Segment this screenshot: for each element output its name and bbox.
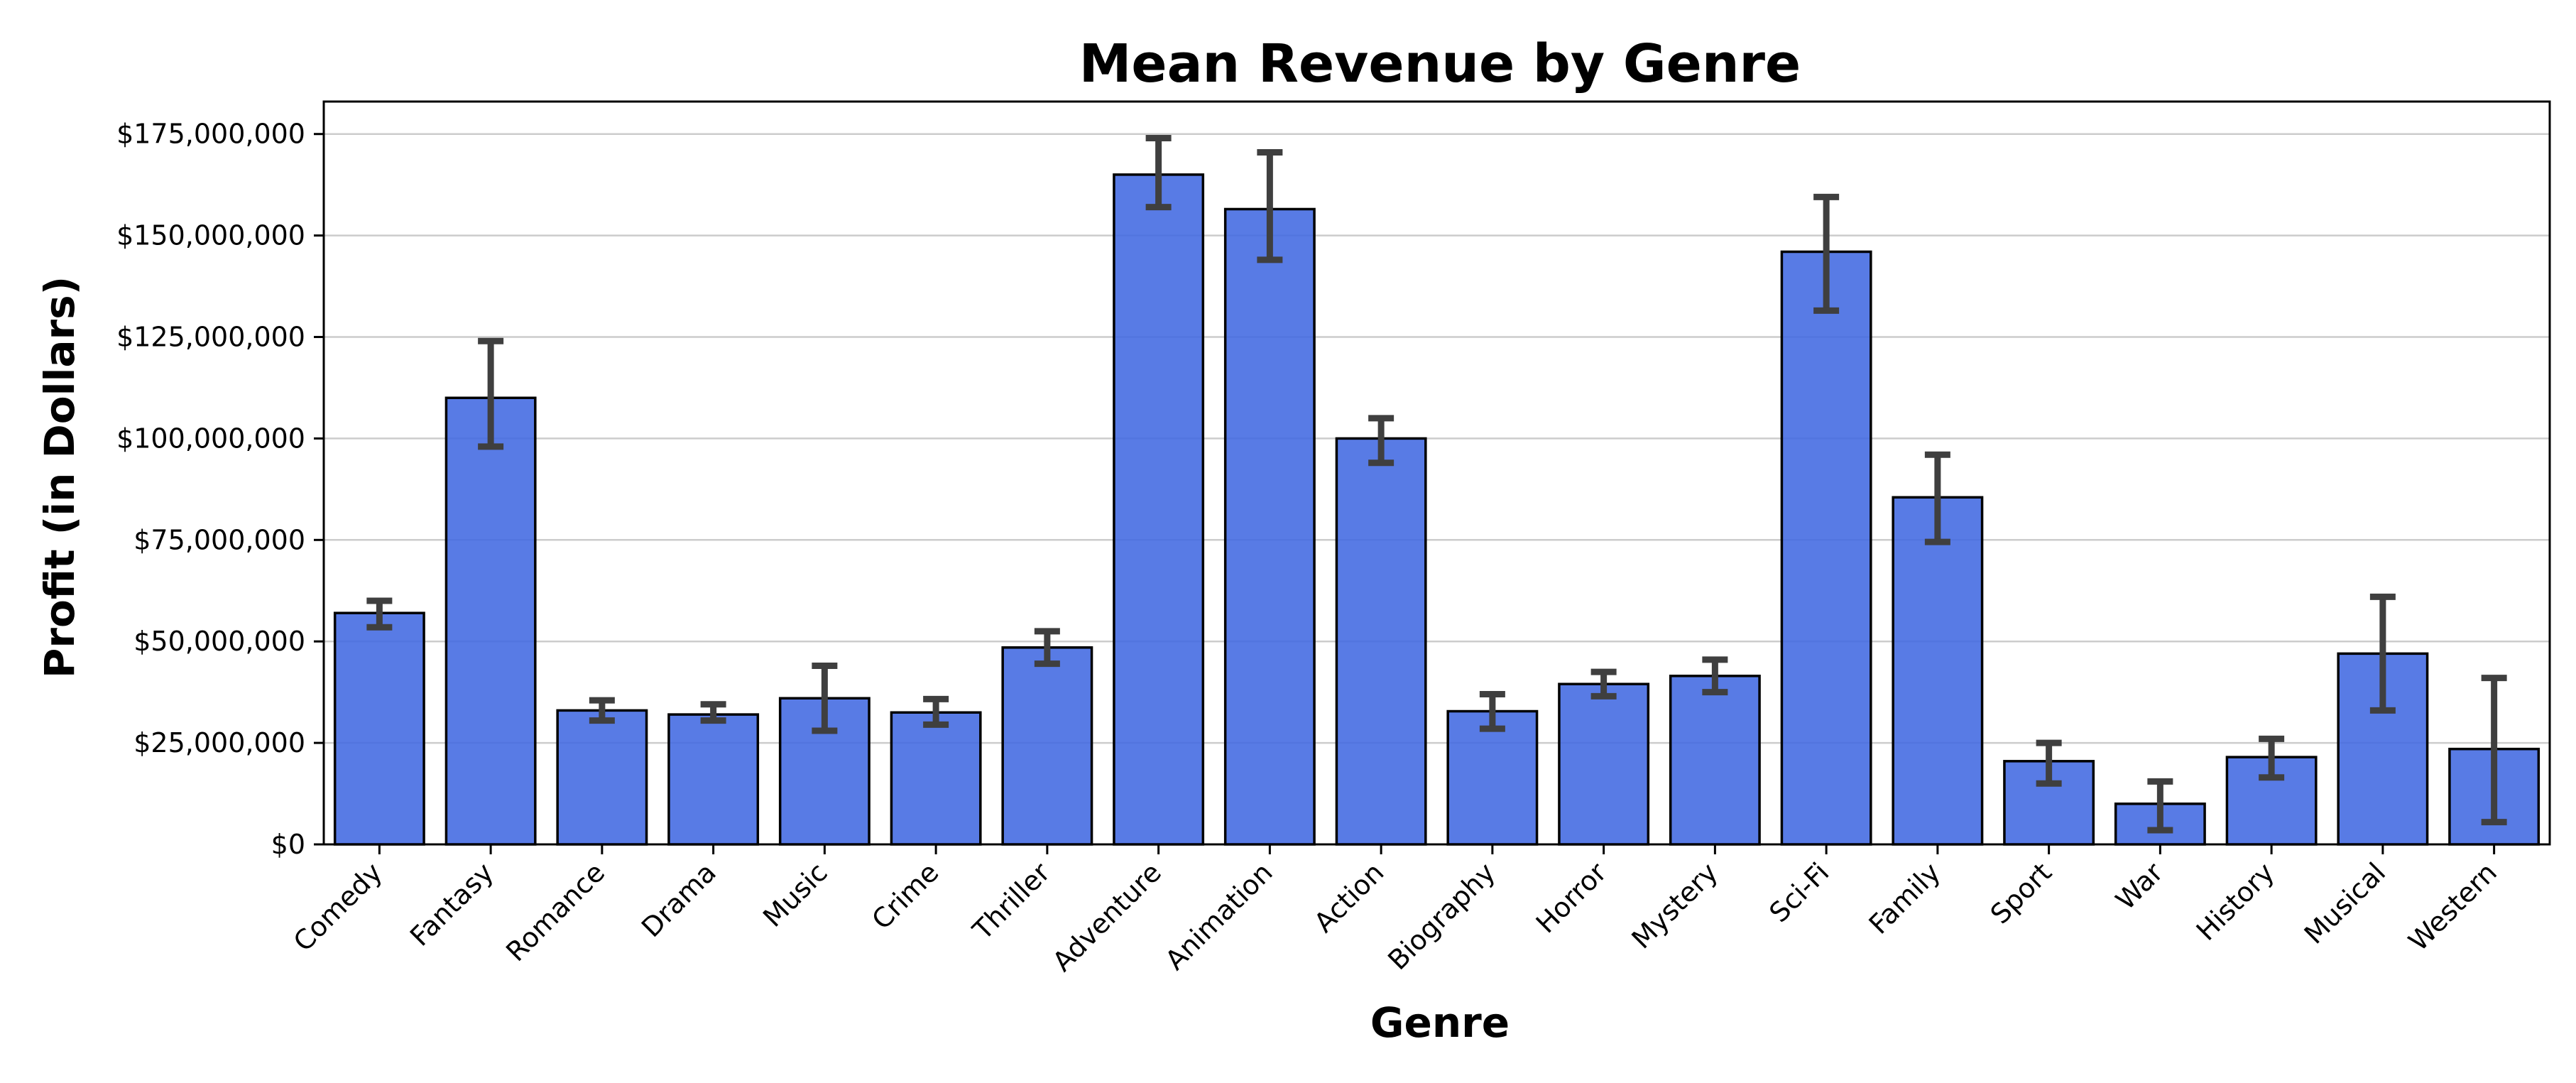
x-tick-label: Romance [500,856,611,967]
x-axis-label: Genre [1370,998,1510,1047]
x-tick-label: Sci-Fi [1763,856,1835,928]
bar-adventure [1113,173,1205,846]
x-tick-label: Mystery [1626,856,1724,954]
error-bar [1368,415,1395,467]
error-bar [2259,735,2285,781]
x-tick-label: War [2110,856,2169,916]
x-tick-label: Action [1308,856,1390,938]
error-bar [1479,691,1505,732]
error-bar [2147,778,2173,834]
bars [333,173,2540,846]
error-bar [2369,593,2396,714]
bar-crime [890,711,982,846]
bar-thriller [1001,646,1093,846]
y-tick-label: $0 [271,829,305,860]
gridlines [324,133,2550,744]
error-bars [366,134,2507,834]
y-axis-label: Profit (in Dollars) [36,276,84,678]
y-tick-label: $50,000,000 [133,626,305,657]
x-tick-label: Fantasy [404,856,500,952]
error-bar [700,701,726,724]
bar-sci-fi [1780,250,1872,846]
error-bar [1702,656,1728,696]
bar-biography [1446,709,1539,846]
x-tick-label: Music [757,856,834,933]
plot-frame [322,100,2551,846]
y-tick-label: $100,000,000 [116,423,305,454]
error-bar [1034,628,1060,668]
bar-mystery [1669,675,1761,846]
y-tick-label: $175,000,000 [116,119,305,150]
error-bar [1145,134,1172,211]
x-tick-label: Sport [1985,856,2058,930]
chart-title: Mean Revenue by Genre [1079,33,1801,94]
bar-family [1892,496,1984,846]
bar-comedy [333,611,425,846]
error-bar [589,697,615,724]
bar-horror [1558,682,1650,846]
error-bar [923,695,949,728]
y-tick-label: $150,000,000 [116,220,305,251]
x-tick-label: Comedy [288,856,388,957]
error-bar [1257,148,1283,263]
error-bar [2036,739,2062,787]
x-tick-label: History [2190,856,2281,947]
x-tick-label: Thriller [966,856,1057,947]
bar-action [1335,437,1427,846]
x-tick-label: Horror [1530,856,1613,940]
y-tick-label: $125,000,000 [116,322,305,353]
bar-animation [1223,207,1316,846]
x-tick-label: Western [2403,856,2503,957]
x-tick-label: Biography [1382,856,1501,976]
x-axis-ticks: Comedy Fantasy Romance Drama Music Crime Thril… [288,844,2503,977]
y-tick-label: $25,000,000 [133,727,305,758]
bar-fantasy [444,396,537,846]
error-bar [812,663,838,734]
x-tick-label: Animation [1159,856,1279,976]
x-tick-label: Drama [635,856,722,943]
x-tick-label: Crime [866,856,944,935]
x-tick-label: Adventure [1047,856,1167,977]
error-bar [478,337,504,450]
error-bar [1813,193,1840,314]
y-tick-label: $75,000,000 [133,524,305,555]
bar-romance [556,709,648,846]
y-axis-ticks: $0 $25,000,000 $50,000,000 $75,000,000 $100,… [116,119,324,860]
error-bar [1590,668,1617,700]
error-bar [366,597,393,631]
bar-drama [667,713,760,846]
x-tick-label: Musical [2298,856,2391,949]
error-bar [2481,675,2507,826]
x-tick-label: Family [1863,856,1947,940]
error-bar [1924,451,1950,545]
